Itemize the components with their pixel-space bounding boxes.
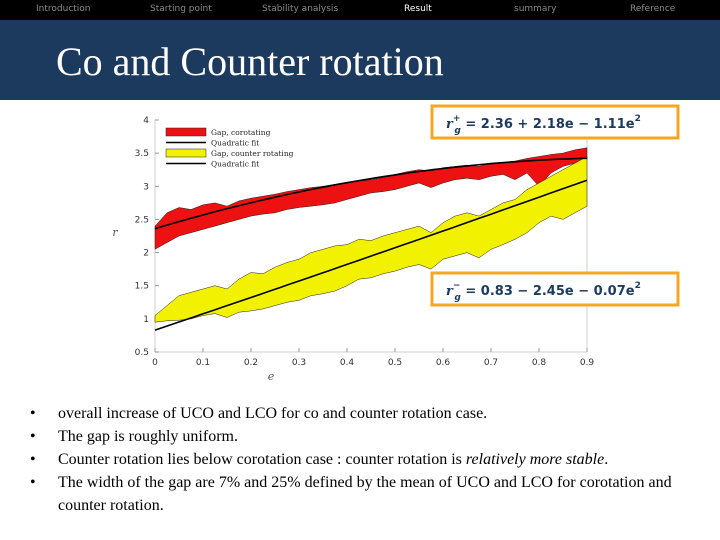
equation-power: 2: [635, 281, 641, 291]
equation-text: r− g = 0.83 − 2.45e − 0.07e2: [446, 281, 641, 303]
equation-power: 2: [635, 114, 641, 124]
nav-item-summary[interactable]: summary: [514, 4, 557, 14]
equation-border: [430, 104, 680, 140]
bullet-emphasis: relatively more stable: [465, 451, 605, 468]
nav-item-result[interactable]: Result: [404, 4, 432, 14]
equation-corotating: r+ g = 2.36 + 2.18e − 1.11e2: [430, 104, 680, 140]
x-tick-label: 0.1: [196, 358, 210, 368]
bullet-text: Counter rotation lies below corotation c…: [58, 451, 466, 468]
y-tick-label: 0.5: [135, 348, 149, 358]
legend-label: Gap, corotating: [211, 128, 271, 137]
bullet-marker: •: [30, 474, 36, 491]
y-tick-label: 2.5: [135, 215, 149, 225]
x-tick-label: 0.2: [244, 358, 258, 368]
legend-label: Gap, counter rotating: [211, 149, 294, 158]
bullet-text: The width of the gap are 7% and 25% defi…: [58, 474, 672, 514]
chart-fits: [154, 157, 588, 331]
y-tick-label: 1: [143, 315, 149, 325]
y-tick-label: 4: [143, 116, 149, 126]
x-tick-label: 0.7: [484, 358, 498, 368]
bullet-text: overall increase of UCO and LCO for co a…: [58, 405, 488, 422]
bullet-list: • overall increase of UCO and LCO for co…: [30, 402, 710, 517]
nav-item-introduction[interactable]: Introduction: [36, 4, 91, 14]
equation-superscript: −: [453, 281, 461, 291]
equation-rhs: = 2.36 + 2.18e − 1.11e: [461, 117, 635, 132]
bullet-marker: •: [30, 405, 36, 422]
legend-swatch: [165, 127, 207, 137]
nav-item-starting-point[interactable]: Starting point: [150, 4, 212, 14]
x-tick-label: 0.9: [580, 358, 595, 368]
bullet-item: • The gap is roughly uniform.: [30, 425, 710, 448]
x-tick-label: 0: [152, 358, 158, 368]
x-axis-label: e: [268, 370, 275, 383]
bullet-marker: •: [30, 451, 36, 468]
counter-rotating-gap-area: [154, 156, 588, 323]
bullet-text: The gap is roughly uniform.: [58, 428, 238, 445]
equation-lhs: r: [446, 117, 454, 132]
equation-counter-rotating: r− g = 0.83 − 2.45e − 0.07e2: [430, 271, 680, 307]
x-tick-label: 0.8: [532, 358, 547, 368]
equation-subscript: g: [454, 293, 461, 303]
equation-superscript: +: [453, 114, 461, 124]
x-tick-label: 0.3: [292, 358, 306, 368]
nav-item-reference[interactable]: Reference: [630, 4, 676, 14]
legend-swatch: [165, 148, 207, 158]
bullet-marker: •: [30, 428, 36, 445]
legend-label: Quadratic fit: [211, 160, 259, 169]
bullet-tail: .: [604, 451, 609, 468]
y-tick-label: 3.5: [135, 149, 149, 159]
title-bar: [0, 20, 720, 100]
equation-border: [430, 271, 680, 307]
slide-title: Co and Counter rotation: [56, 39, 444, 84]
bullet-item: • The width of the gap are 7% and 25% de…: [30, 471, 710, 517]
equation-subscript: g: [454, 126, 461, 136]
equation-lhs: r: [446, 284, 454, 299]
equation-text: r+ g = 2.36 + 2.18e − 1.11e2: [446, 114, 641, 136]
chart: 0.5 1 1.5 2 2.5 3 3.5 4 0 0.1 0.2 0.3 0.4 0.5 0.6 0.7 0.…: [112, 104, 680, 383]
nav-item-stability-analysis[interactable]: Stability analysis: [262, 4, 339, 14]
y-tick-label: 2: [143, 249, 149, 259]
x-tick-label: 0.5: [388, 358, 402, 368]
equation-rhs: = 0.83 − 2.45e − 0.07e: [461, 284, 635, 299]
counter-rotating-fit-line: [154, 179, 588, 331]
legend-label: Quadratic fit: [211, 139, 259, 148]
y-axis-label: r: [112, 226, 118, 239]
x-tick-label: 0.6: [436, 358, 451, 368]
chart-areas: [154, 147, 588, 323]
x-tick-label: 0.4: [340, 358, 355, 368]
bullet-item: • overall increase of UCO and LCO for co…: [30, 402, 710, 425]
y-tick-label: 1.5: [135, 282, 149, 292]
bullet-item: • Counter rotation lies below corotation…: [30, 448, 710, 471]
y-tick-label: 3: [143, 182, 149, 192]
top-navigation: Introduction Starting point Stability an…: [0, 0, 720, 20]
corotating-fit-line: [154, 157, 588, 230]
